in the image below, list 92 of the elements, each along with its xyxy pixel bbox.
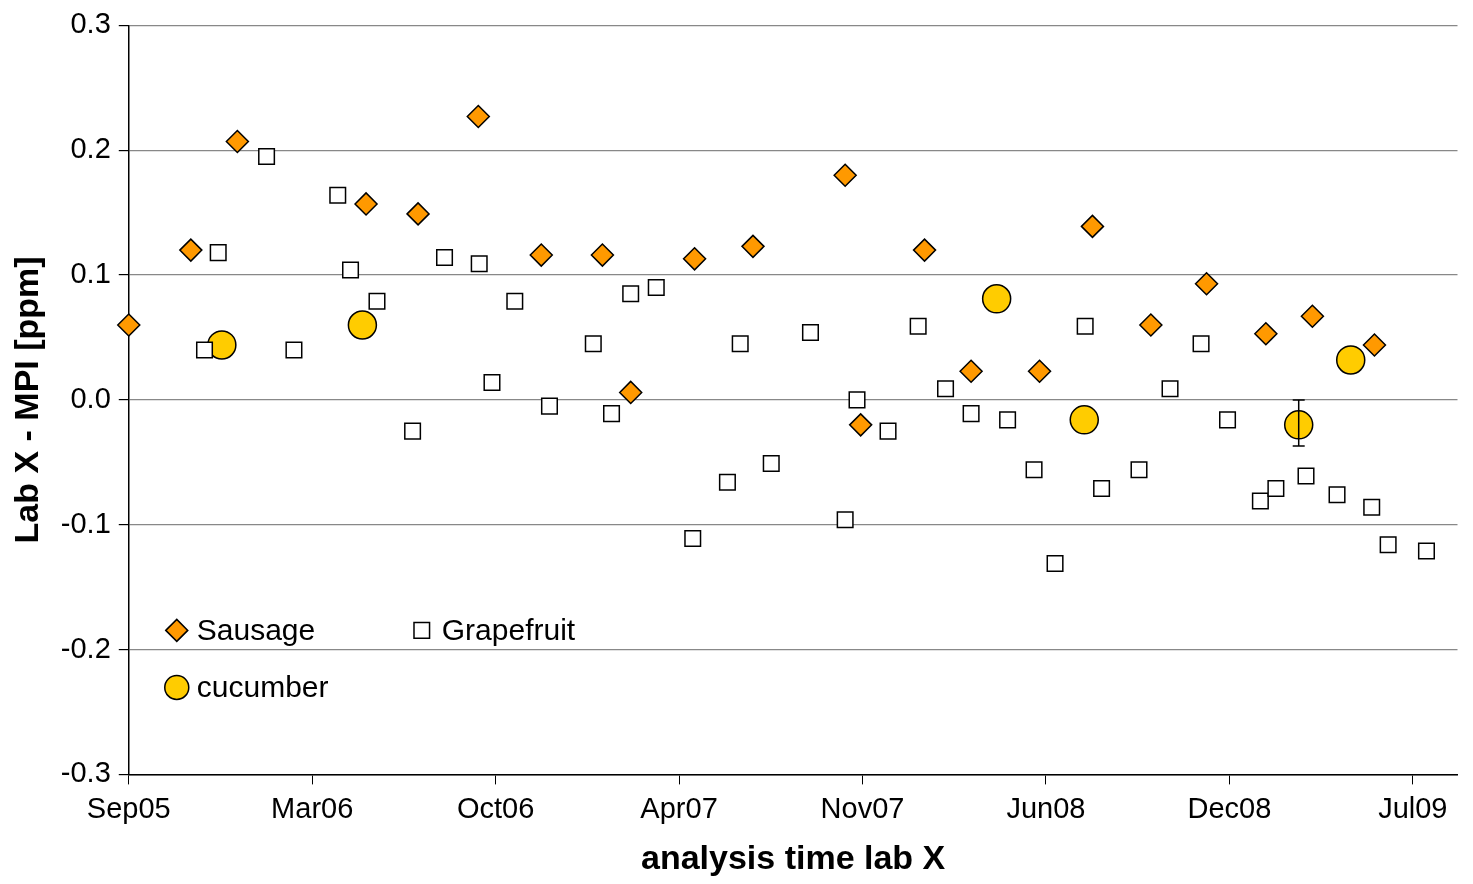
point	[1254, 321, 1278, 346]
point	[1194, 272, 1219, 296]
point	[1283, 410, 1314, 440]
x-tick-label: Nov07	[820, 791, 905, 824]
x-tick-label: Jul09	[1378, 791, 1448, 824]
point	[258, 147, 276, 165]
point	[682, 247, 707, 271]
point	[483, 373, 501, 391]
point	[466, 104, 491, 129]
point	[962, 405, 980, 423]
point	[584, 335, 602, 353]
point	[912, 238, 937, 262]
point	[603, 405, 621, 423]
point	[1093, 480, 1111, 498]
legend-label: Sausage	[196, 612, 316, 646]
point	[1025, 461, 1043, 479]
point	[762, 455, 780, 473]
y-tick-label: 0.2	[70, 132, 111, 165]
point	[436, 249, 454, 267]
x-tick-label: Sep05	[86, 791, 171, 824]
y-tick-label: -0.3	[60, 756, 111, 789]
legend-label: cucumber	[196, 669, 329, 703]
point	[470, 255, 488, 273]
point	[179, 238, 203, 262]
point	[1161, 380, 1179, 398]
point	[1069, 405, 1099, 435]
point	[342, 261, 360, 279]
point	[999, 411, 1017, 429]
point	[741, 234, 765, 259]
y-tick-label: 0.3	[70, 7, 111, 40]
x-tick-label: Jun08	[1006, 791, 1086, 824]
point	[647, 279, 665, 297]
point	[209, 244, 227, 262]
point	[1363, 498, 1381, 516]
point	[1417, 542, 1435, 560]
point	[731, 335, 749, 353]
point	[1251, 492, 1269, 510]
point	[618, 380, 643, 405]
x-tick-label: Apr07	[640, 791, 718, 824]
point	[1328, 486, 1346, 504]
point	[1080, 214, 1105, 239]
x-axis-title: analysis time lab X	[641, 837, 946, 876]
x-tick-label: Dec08	[1187, 791, 1272, 824]
point	[354, 192, 378, 216]
point	[909, 317, 927, 335]
point	[848, 413, 873, 437]
point	[404, 422, 422, 440]
point	[1130, 461, 1148, 479]
point	[937, 380, 955, 398]
point	[1379, 536, 1397, 554]
y-tick-label: 0.1	[70, 257, 111, 290]
y-tick-label: -0.2	[60, 631, 111, 664]
point	[959, 359, 983, 383]
legend-label: Grapefruit	[441, 612, 576, 646]
point	[1219, 411, 1237, 429]
point	[529, 243, 554, 267]
point	[879, 422, 897, 440]
point	[329, 186, 347, 204]
point	[540, 397, 558, 415]
point	[801, 323, 819, 342]
point	[1192, 335, 1210, 353]
point	[848, 391, 866, 409]
point	[981, 284, 1012, 314]
point	[1076, 317, 1094, 335]
point	[1139, 313, 1163, 337]
point	[225, 129, 250, 154]
x-tick-label: Mar06	[271, 791, 354, 824]
point	[1046, 554, 1064, 572]
point	[285, 341, 303, 359]
point	[347, 310, 378, 340]
point	[195, 341, 214, 359]
point	[207, 330, 237, 360]
point	[684, 529, 702, 547]
y-tick-label: 0.0	[70, 381, 111, 414]
point	[368, 292, 386, 310]
y-tick-label: -0.1	[60, 506, 111, 539]
y-axis-title: Lab X - MPI [ppm]	[6, 256, 45, 544]
point	[1297, 467, 1315, 485]
x-tick-label: Oct06	[456, 791, 535, 824]
point	[718, 473, 736, 491]
point	[1335, 345, 1366, 375]
point	[406, 202, 430, 226]
point	[622, 285, 640, 303]
point	[1027, 359, 1052, 383]
point	[506, 292, 524, 310]
point	[590, 243, 615, 267]
point	[1300, 304, 1325, 329]
point	[833, 163, 857, 187]
point	[1267, 480, 1285, 498]
point	[836, 511, 854, 529]
point	[117, 313, 141, 337]
point	[1362, 333, 1387, 357]
